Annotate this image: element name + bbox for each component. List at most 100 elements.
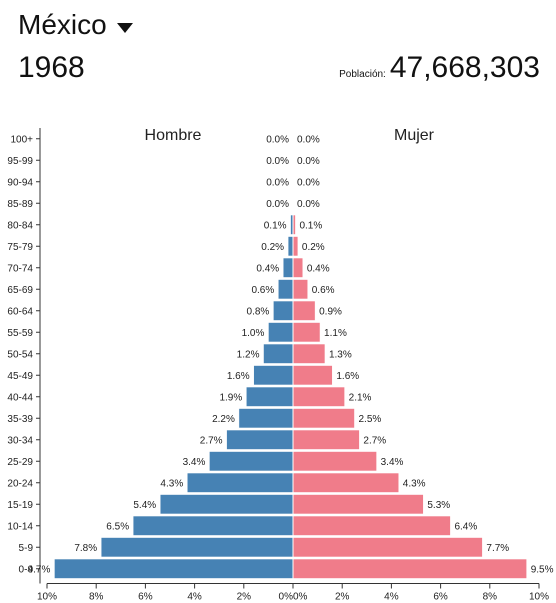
- data-label-male: 1.2%: [237, 349, 260, 360]
- data-label-female: 0.0%: [297, 134, 320, 145]
- bar-male: [263, 343, 294, 364]
- y-tick-label: 75-79: [7, 242, 33, 253]
- x-tick-label: 6%: [138, 592, 153, 603]
- data-label-female: 0.2%: [302, 242, 325, 253]
- bar-female: [292, 408, 355, 429]
- bar-male: [54, 558, 294, 579]
- data-label-female: 0.0%: [297, 177, 320, 188]
- bar-female: [292, 451, 377, 472]
- y-tick-label: 45-49: [7, 371, 33, 382]
- data-label-female: 0.0%: [297, 156, 320, 167]
- population-label: Población:: [339, 69, 386, 80]
- bar-male: [245, 386, 294, 407]
- data-label-male: 1.0%: [242, 328, 265, 339]
- bar-male: [226, 429, 294, 450]
- data-label-male: 0.8%: [247, 306, 270, 317]
- bar-female: [292, 343, 326, 364]
- data-label-female: 5.3%: [427, 500, 450, 511]
- data-label-male: 2.7%: [200, 435, 223, 446]
- country-name: México: [18, 9, 107, 40]
- y-tick-label: 35-39: [7, 414, 33, 425]
- bar-male: [132, 515, 294, 536]
- y-tick-label: 25-29: [7, 457, 33, 468]
- data-label-male: 0.1%: [264, 220, 287, 231]
- x-tick-label: 10%: [37, 592, 57, 603]
- y-tick-label: 65-69: [7, 285, 33, 296]
- data-label-male: 3.4%: [183, 457, 206, 468]
- data-label-male: 0.6%: [251, 285, 274, 296]
- bar-female: [292, 515, 451, 536]
- y-tick-label: 60-64: [7, 306, 33, 317]
- data-label-male: 9.7%: [28, 564, 51, 575]
- y-tick-label: 50-54: [7, 349, 33, 360]
- data-label-male: 0.0%: [266, 156, 289, 167]
- data-label-female: 0.0%: [297, 199, 320, 210]
- legend-male-label: Hombre: [145, 127, 202, 144]
- data-label-female: 7.7%: [486, 543, 509, 554]
- x-tick-label: 8%: [89, 592, 104, 603]
- y-tick-label: 30-34: [7, 435, 33, 446]
- bar-female: [292, 537, 483, 558]
- x-tick-label: 2%: [335, 592, 350, 603]
- y-tick-label: 55-59: [7, 328, 33, 339]
- bar-female: [292, 472, 400, 493]
- bar-male: [238, 408, 294, 429]
- legend-female-label: Mujer: [394, 127, 435, 144]
- data-label-female: 0.9%: [319, 306, 342, 317]
- population-value: 47,668,303: [389, 51, 540, 84]
- bar-male: [186, 472, 294, 493]
- data-label-male: 4.3%: [160, 478, 183, 489]
- bar-female: [292, 322, 321, 343]
- bar-female: [292, 558, 527, 579]
- y-tick-label: 5-9: [19, 543, 34, 554]
- country-dropdown[interactable]: México: [18, 8, 133, 42]
- y-tick-label: 20-24: [7, 478, 33, 489]
- x-tick-label: 4%: [384, 592, 399, 603]
- bar-female: [292, 494, 424, 515]
- bar-male: [209, 451, 294, 472]
- population-pyramid-chart: Hombre Mujer 100+ 0.0% 0.0% 95-99 0.0% 0.0% 90-9…: [7, 127, 554, 603]
- bar-male: [253, 365, 294, 386]
- y-tick-label: 10-14: [7, 521, 33, 532]
- y-tick-label: 0-4: [19, 564, 34, 575]
- y-tick-label: 85-89: [7, 199, 33, 210]
- bar-female: [292, 257, 304, 278]
- data-label-female: 9.5%: [531, 564, 554, 575]
- year-label: 1968: [18, 51, 85, 84]
- data-label-male: 1.6%: [227, 371, 250, 382]
- x-tick-label: 6%: [433, 592, 448, 603]
- y-tick-label: 95-99: [7, 156, 33, 167]
- data-label-male: 0.0%: [266, 134, 289, 145]
- bar-male: [277, 279, 294, 300]
- data-label-female: 4.3%: [403, 478, 426, 489]
- bar-male: [100, 537, 294, 558]
- data-label-male: 0.0%: [266, 177, 289, 188]
- bar-female: [292, 279, 309, 300]
- x-tick-label: 0%: [279, 592, 294, 603]
- bar-female: [292, 365, 333, 386]
- data-label-male: 7.8%: [74, 543, 97, 554]
- x-tick-label: 8%: [483, 592, 498, 603]
- data-label-male: 0.2%: [261, 242, 284, 253]
- data-label-female: 1.1%: [324, 328, 347, 339]
- bar-female: [292, 386, 345, 407]
- data-label-male: 5.4%: [133, 500, 156, 511]
- data-label-male: 6.5%: [106, 521, 129, 532]
- bar-male: [159, 494, 294, 515]
- data-label-female: 1.6%: [336, 371, 359, 382]
- x-tick-label: 2%: [237, 592, 252, 603]
- data-label-male: 2.2%: [212, 414, 235, 425]
- data-label-male: 1.9%: [219, 392, 242, 403]
- data-label-female: 0.4%: [307, 263, 330, 274]
- bar-female: [292, 236, 299, 257]
- data-label-female: 6.4%: [454, 521, 477, 532]
- data-label-female: 0.6%: [312, 285, 335, 296]
- x-tick-label: 0%: [293, 592, 308, 603]
- data-label-male: 0.0%: [266, 199, 289, 210]
- x-tick-label: 10%: [529, 592, 549, 603]
- caret-down-icon: [116, 23, 133, 33]
- data-label-female: 1.3%: [329, 349, 352, 360]
- data-label-female: 0.1%: [299, 220, 322, 231]
- data-label-female: 2.5%: [359, 414, 382, 425]
- population-display: Población: 47,668,303: [339, 50, 540, 86]
